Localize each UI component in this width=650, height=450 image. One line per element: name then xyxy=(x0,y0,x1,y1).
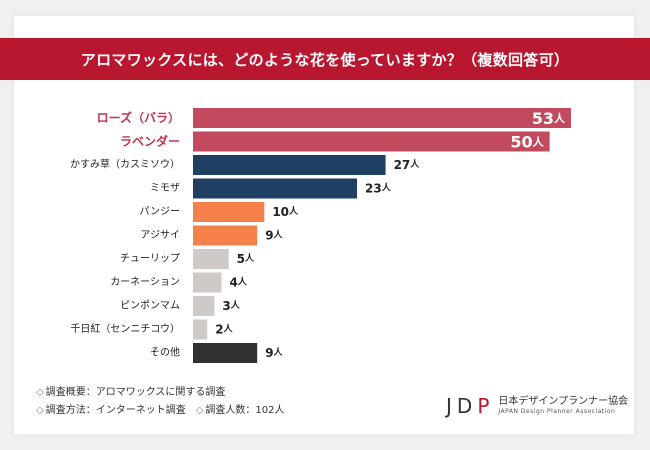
bar xyxy=(193,296,215,316)
survey-summary: 調査概要：アロマワックスに関する調査 xyxy=(45,387,226,398)
survey-method: 調査方法：インターネット調査 xyxy=(45,405,186,416)
value-label: 9人 xyxy=(265,229,283,243)
bar xyxy=(193,108,571,128)
category-label: 千日紅（センニチコウ） xyxy=(70,323,180,335)
logo-name-jp: 日本デザインプランナー協会 xyxy=(498,396,629,407)
logo-mark-p: P xyxy=(477,394,495,418)
category-label: ローズ（バラ） xyxy=(97,110,180,125)
value-label: 23人 xyxy=(365,182,392,196)
jdp-logo: JDP 日本デザインプランナー協会 JAPAN Design Planner A… xyxy=(446,392,628,420)
bar xyxy=(193,272,222,293)
bar xyxy=(193,155,386,175)
category-label: ラベンダー xyxy=(120,134,180,149)
value-label: 4人 xyxy=(230,276,248,290)
chart-title: アロマワックスには、どのような花を使っていますか？（複数回答可） xyxy=(0,38,650,80)
category-label: その他 xyxy=(150,346,180,359)
bar xyxy=(193,131,550,152)
diamond-icon: ◇ xyxy=(36,405,44,416)
category-label: アジサイ xyxy=(140,229,180,241)
survey-summary-line: ◇ 調査概要：アロマワックスに関する調査 xyxy=(36,384,285,402)
value-label: 5人 xyxy=(237,252,255,266)
value-label: 53人 xyxy=(532,109,566,128)
survey-respondents: 調査人数：102人 xyxy=(205,405,285,416)
value-label: 2人 xyxy=(215,323,233,337)
category-label: パンジー xyxy=(140,206,181,218)
chart-card xyxy=(14,16,634,434)
logo-text: 日本デザインプランナー協会 JAPAN Design Planner Assoc… xyxy=(498,396,628,416)
category-label: ミモザ xyxy=(150,182,180,194)
bar xyxy=(193,178,358,199)
survey-method-line: ◇ 調査方法：インターネット調査 ◇ 調査人数：102人 xyxy=(36,402,285,420)
value-label: 50人 xyxy=(510,132,544,151)
bar xyxy=(193,343,258,363)
diamond-icon: ◇ xyxy=(195,405,204,416)
logo-name-en: JAPAN Design Planner Association xyxy=(498,408,616,415)
category-label: かすみ草（カスミソウ） xyxy=(70,159,180,171)
category-label: ピンポンマム xyxy=(120,300,180,312)
survey-notes: ◇ 調査概要：アロマワックスに関する調査 ◇ 調査方法：インターネット調査 ◇ 調査人数… xyxy=(36,384,285,420)
logo-mark-jd: JD xyxy=(446,394,478,418)
bar xyxy=(193,202,265,222)
value-label: 9人 xyxy=(265,346,283,360)
bar xyxy=(193,249,229,269)
bar xyxy=(193,319,208,340)
value-label: 27人 xyxy=(394,158,421,172)
diamond-icon: ◇ xyxy=(36,387,44,398)
bar xyxy=(193,225,258,246)
value-label: 10人 xyxy=(272,205,299,219)
logo-mark: JDP xyxy=(446,394,494,418)
category-label: カーネーション xyxy=(110,276,180,288)
category-label: チューリップ xyxy=(120,253,180,265)
value-label: 3人 xyxy=(222,299,240,313)
